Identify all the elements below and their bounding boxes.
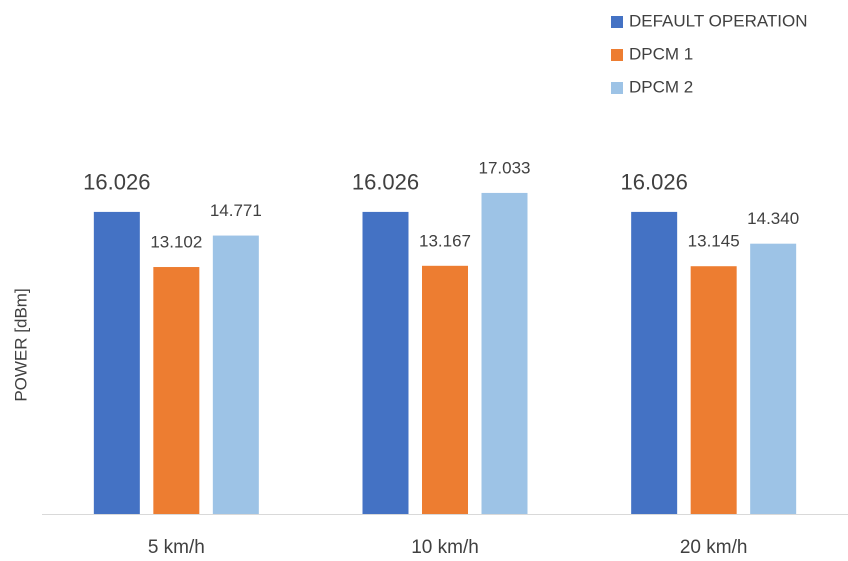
y-axis-label: POWER [dBm] [11,288,30,401]
bar [93,211,140,514]
data-label: 13.102 [150,233,202,252]
data-label: 17.033 [479,158,531,177]
x-tick-label: 20 km/h [680,537,748,558]
bar [690,266,737,514]
bar [422,265,468,514]
x-tick-label: 5 km/h [148,537,205,558]
data-label: 16.026 [83,170,150,195]
legend-swatch [611,49,623,61]
data-label: 16.026 [352,170,419,195]
bar [481,192,528,514]
bar [750,243,797,515]
data-label: 13.167 [419,231,471,250]
bar [153,267,200,514]
legend-swatch [611,16,623,28]
data-label: 14.340 [747,209,799,228]
legend-label: DPCM 2 [629,77,693,96]
data-label: 14.771 [210,201,262,220]
legend-label: DEFAULT OPERATION [629,11,808,30]
legend-label: DPCM 1 [629,44,693,63]
bar [631,211,678,514]
data-label: 13.145 [688,232,740,251]
bar [362,211,409,514]
data-label: 16.026 [621,170,688,195]
x-tick-label: 10 km/h [411,537,479,558]
legend-swatch [611,82,623,94]
bar [212,235,259,514]
